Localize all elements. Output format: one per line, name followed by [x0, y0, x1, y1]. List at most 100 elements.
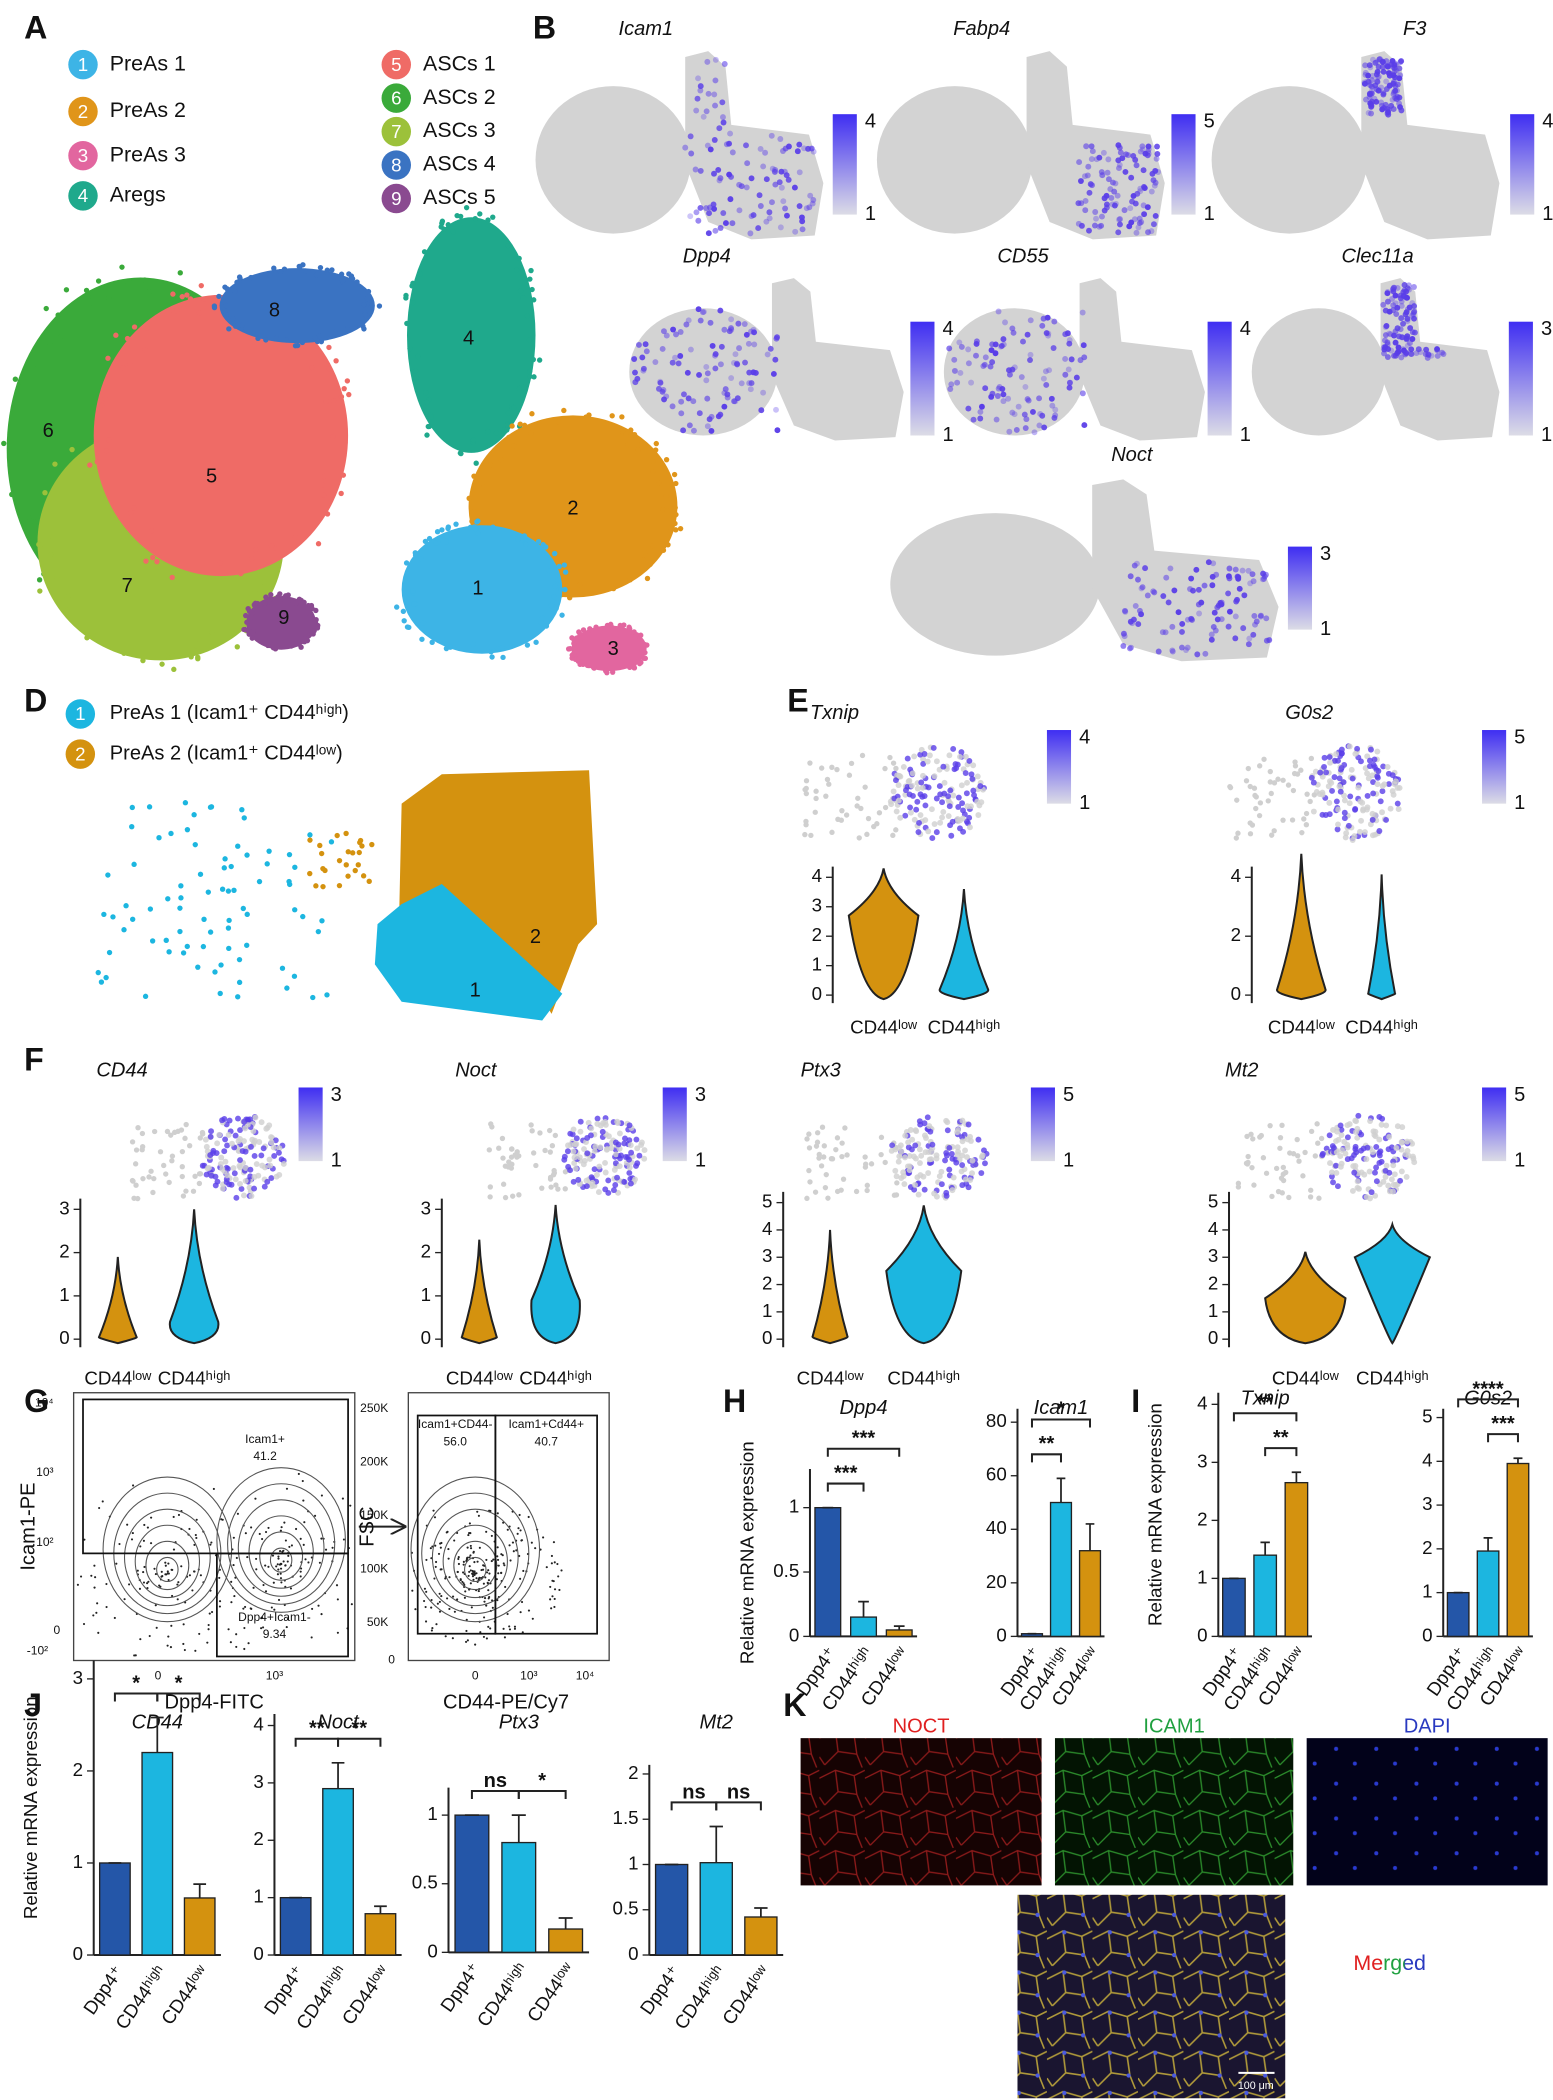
umap-cell: [509, 423, 514, 428]
expression-cell: [1078, 178, 1084, 184]
event-dot: [431, 1629, 433, 1631]
umap-cell: [639, 440, 644, 445]
umap-cell: [1383, 817, 1389, 823]
umap-cell: [918, 812, 924, 818]
error-bar: [1484, 1538, 1493, 1551]
expression-cell: [713, 57, 719, 63]
umap-cell: [154, 559, 159, 564]
umap-cell: [804, 791, 809, 796]
event-dot: [473, 1551, 475, 1553]
y-axis-label: FSC: [356, 1507, 378, 1547]
umap-cell: [946, 752, 952, 758]
umap-cell: [310, 995, 315, 1000]
umap-cell: [1278, 1135, 1283, 1140]
umap-cell: [224, 286, 229, 291]
umap-cell: [297, 264, 302, 269]
expression-cell: [946, 345, 952, 351]
event-dot: [227, 1628, 229, 1630]
scale-min-label: 1: [1541, 424, 1552, 446]
expression-cell: [677, 353, 683, 359]
y-tick-label: 3: [73, 1667, 83, 1688]
cluster-label: 7: [122, 575, 133, 597]
umap-cell: [125, 336, 130, 341]
umap-cell: [222, 865, 227, 870]
cluster-label: 5: [206, 465, 217, 487]
umap-cell: [13, 377, 18, 382]
umap-cell: [146, 1174, 151, 1179]
event-dot: [250, 1526, 252, 1528]
event-dot: [553, 1541, 555, 1543]
umap-cell: [91, 302, 96, 307]
gene-label: Icam1: [619, 18, 674, 40]
umap-cell: [187, 1143, 192, 1148]
umap-cell: [313, 883, 318, 888]
error-bar: [332, 1763, 345, 1789]
expression-cell: [1390, 302, 1396, 308]
umap-cell: [158, 1149, 163, 1154]
umap-cell: [411, 601, 416, 606]
y-axis-label: Relative mRNA expression: [1145, 1403, 1166, 1626]
umap-cell: [939, 799, 945, 805]
umap-cell: [1248, 831, 1253, 836]
umap-cell: [130, 805, 135, 810]
expression-cell: [678, 399, 684, 405]
bar: [1223, 1578, 1245, 1636]
umap-cell: [182, 1136, 187, 1141]
y-tick-label: 3: [812, 895, 822, 916]
umap-cell: [673, 512, 678, 517]
significance-bracket: [472, 1791, 519, 1799]
event-dot: [235, 1646, 237, 1648]
umap-cell: [1274, 1166, 1279, 1171]
umap-cell: [1339, 1147, 1345, 1153]
gene-label: Mt2: [1225, 1060, 1258, 1082]
umap-cell: [918, 791, 924, 797]
umap-cell: [130, 1139, 135, 1144]
umap-cell: [980, 1152, 986, 1158]
umap-cell: [166, 949, 171, 954]
event-dot: [487, 1626, 489, 1628]
event-dot: [161, 1571, 163, 1573]
umap-cell: [1245, 1161, 1250, 1166]
umap-cell: [499, 645, 504, 650]
umap-cell: [540, 615, 545, 620]
umap-cell: [424, 432, 429, 437]
umap-cell: [316, 541, 321, 546]
umap-cell: [1383, 1168, 1389, 1174]
expression-cell: [1067, 385, 1073, 391]
event-dot: [482, 1564, 484, 1566]
y-tick-label: 0.5: [412, 1872, 438, 1893]
expression-cell: [1118, 150, 1124, 156]
umap-cell: [406, 625, 411, 630]
expression-cell: [1390, 286, 1396, 292]
umap-cell: [661, 548, 666, 553]
umap-cell: [854, 1189, 859, 1194]
umap-cell: [207, 1152, 213, 1158]
umap-cell: [891, 788, 897, 794]
umap-cell: [201, 297, 206, 302]
umap-cell: [506, 435, 511, 440]
event-dot: [191, 1589, 193, 1591]
expression-cell: [988, 364, 994, 370]
umap-cell: [982, 1160, 988, 1166]
umap-cell: [276, 1150, 282, 1156]
expression-cell: [1232, 635, 1238, 641]
umap-cell: [536, 539, 541, 544]
umap-cell: [48, 552, 53, 557]
expression-cell: [1049, 396, 1055, 402]
event-dot: [303, 1521, 305, 1523]
violin: [940, 889, 989, 999]
expression-cell: [678, 329, 684, 335]
event-dot: [173, 1516, 175, 1518]
event-dot: [167, 1563, 169, 1565]
umap-cell: [44, 306, 49, 311]
bar: [549, 1929, 583, 1952]
event-dot: [470, 1582, 472, 1584]
event-dot: [504, 1636, 506, 1638]
significance-label: ns: [727, 1781, 750, 1803]
umap-cell: [844, 812, 849, 817]
expression-cell: [744, 332, 750, 338]
gene-label: Noct: [455, 1060, 498, 1082]
umap-cell: [1383, 1122, 1389, 1128]
expression-cell: [755, 225, 761, 231]
event-dot: [177, 1581, 179, 1583]
